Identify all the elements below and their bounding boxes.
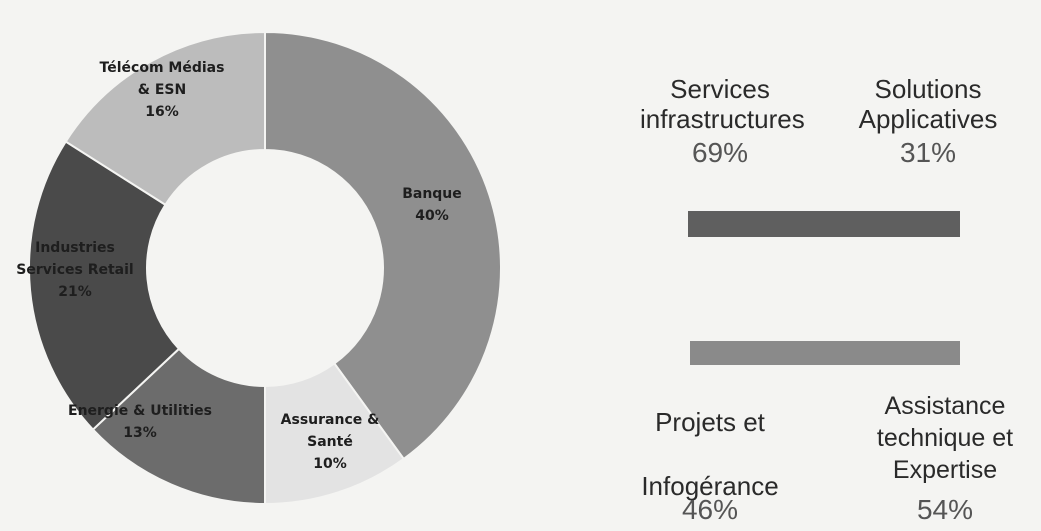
bar-services-vs-solutions <box>688 211 960 237</box>
label-solutions-applicatives: Solutions Applicatives 31% <box>828 74 1028 168</box>
donut-slice <box>28 140 181 431</box>
slice-label: Industries Services Retail 21% <box>16 240 133 300</box>
label-solutions-applicatives-text: Solutions Applicatives <box>858 74 998 134</box>
pct-services-infrastructures: 69% <box>691 137 749 168</box>
bar-segment <box>688 211 876 237</box>
service-split-panel: Services infrastructures 69% Solutions A… <box>600 0 1041 531</box>
donut-slice <box>91 347 266 506</box>
label-assistance-technique: Assistance technique et Expertise <box>850 390 1040 486</box>
bar-segment <box>814 341 960 365</box>
donut-slice <box>64 30 266 207</box>
label-services-infrastructures-text: Services infrastructures <box>640 74 805 134</box>
label-projets-infogerance-text: Projets et Infogérance <box>641 407 779 501</box>
pct-projets-infogerance: 46% <box>681 494 739 525</box>
slice-label: Energie & Utilities 13% <box>68 403 212 441</box>
bar-segment <box>690 341 815 365</box>
slice-label: Assurance & Santé 10% <box>281 412 380 472</box>
pct-assistance-technique: 54% <box>916 494 974 525</box>
pct-solutions-applicatives: 31% <box>899 137 957 168</box>
slice-label: Banque 40% <box>402 186 462 224</box>
label-services-infrastructures: Services infrastructures 69% <box>620 74 820 168</box>
donut-chart: Banque 40% Assurance & Santé 10% Energie & Ut… <box>16 30 502 506</box>
label-projets-infogerance: Projets et Infogérance <box>620 390 800 518</box>
label-assistance-technique-text: Assistance technique et Expertise <box>876 392 1014 484</box>
donut-slice <box>264 30 502 461</box>
bar-segment <box>875 211 960 237</box>
slice-label: Télécom Médias & ESN 16% <box>100 60 225 120</box>
bar-projets-vs-assistance <box>690 341 960 365</box>
